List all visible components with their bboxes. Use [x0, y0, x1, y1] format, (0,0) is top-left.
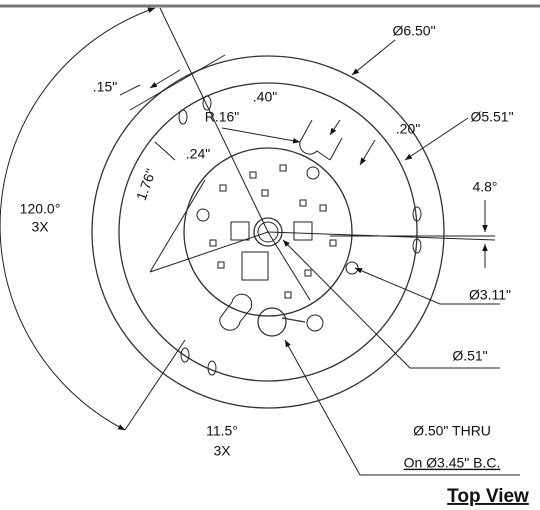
label: 120.0° [20, 201, 61, 217]
label: On Ø3.45" B.C. [404, 455, 501, 471]
label: 1.76" [133, 167, 159, 203]
label: Ø5.51" [470, 109, 513, 125]
label: Ø.50" THRU [413, 423, 491, 439]
label: .24" [186, 146, 210, 162]
label: 11.5° [206, 423, 238, 439]
label: 3X [213, 443, 231, 459]
drawing: Ø6.50" .15" .40" R.16" .20" Ø5.51" .24" … [0, 0, 540, 510]
label: Ø.51" [452, 348, 487, 364]
label: .40" [253, 89, 277, 105]
label: Ø3.11" [469, 287, 511, 303]
labels: Ø6.50" .15" .40" R.16" .20" Ø5.51" .24" … [20, 23, 529, 507]
label: .15" [93, 79, 117, 95]
label: R.16" [205, 109, 240, 125]
label: 4.8° [472, 179, 497, 195]
label: Ø6.50" [392, 23, 435, 39]
label: .20" [396, 121, 420, 137]
label: 3X [31, 219, 49, 235]
dimension-lines [0, 8, 520, 475]
title: Top View [447, 486, 529, 507]
